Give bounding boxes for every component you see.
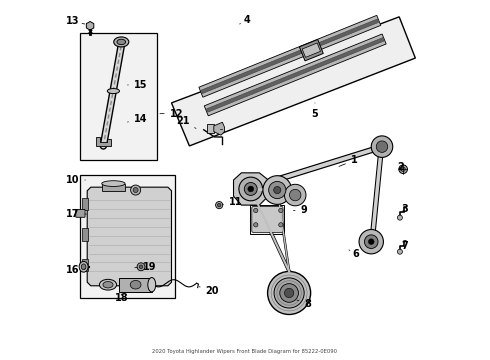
FancyBboxPatch shape <box>76 210 85 217</box>
Text: 16: 16 <box>66 265 85 275</box>
Circle shape <box>371 136 393 157</box>
Polygon shape <box>199 15 381 97</box>
Circle shape <box>280 284 298 302</box>
Circle shape <box>263 176 292 204</box>
Text: 8: 8 <box>297 299 311 309</box>
Ellipse shape <box>102 181 125 186</box>
Circle shape <box>397 215 402 220</box>
Circle shape <box>248 186 254 192</box>
Polygon shape <box>172 17 416 146</box>
Ellipse shape <box>99 279 117 290</box>
Bar <box>101 184 125 192</box>
Circle shape <box>285 184 306 206</box>
Polygon shape <box>96 137 111 146</box>
Ellipse shape <box>148 278 156 292</box>
Polygon shape <box>214 122 224 135</box>
Circle shape <box>254 223 258 227</box>
Text: 13: 13 <box>66 17 85 27</box>
Circle shape <box>239 177 263 201</box>
Circle shape <box>216 202 223 209</box>
Text: 18: 18 <box>115 293 128 303</box>
Text: 6: 6 <box>349 248 359 258</box>
Circle shape <box>285 288 294 298</box>
Text: 2: 2 <box>397 162 404 172</box>
Circle shape <box>401 167 405 171</box>
Circle shape <box>139 265 143 269</box>
Ellipse shape <box>130 280 141 289</box>
Circle shape <box>218 203 221 207</box>
Circle shape <box>269 181 286 199</box>
Polygon shape <box>87 187 172 286</box>
Text: 1: 1 <box>339 155 358 166</box>
Ellipse shape <box>117 39 125 45</box>
Polygon shape <box>204 34 386 116</box>
Circle shape <box>397 249 402 254</box>
Circle shape <box>279 223 283 227</box>
Ellipse shape <box>107 89 120 94</box>
Circle shape <box>133 188 138 193</box>
Circle shape <box>245 183 257 195</box>
Polygon shape <box>299 40 323 61</box>
Bar <box>82 228 88 241</box>
Ellipse shape <box>103 282 113 288</box>
Circle shape <box>399 165 408 174</box>
Circle shape <box>279 208 283 213</box>
Ellipse shape <box>81 264 86 270</box>
Polygon shape <box>206 38 384 112</box>
Text: 11: 11 <box>222 197 243 207</box>
FancyBboxPatch shape <box>252 207 283 232</box>
Text: 21: 21 <box>176 116 196 129</box>
Text: 3: 3 <box>401 204 408 214</box>
Polygon shape <box>234 173 269 205</box>
Text: 17: 17 <box>66 209 87 219</box>
Text: 4: 4 <box>240 15 250 26</box>
Text: 10: 10 <box>66 175 85 185</box>
Bar <box>120 278 152 292</box>
Bar <box>80 175 175 298</box>
Polygon shape <box>86 22 94 30</box>
Circle shape <box>137 263 145 271</box>
Bar <box>250 205 285 234</box>
Circle shape <box>359 229 383 254</box>
Circle shape <box>131 185 141 195</box>
Bar <box>207 125 214 133</box>
Text: 12: 12 <box>160 109 183 119</box>
Polygon shape <box>302 43 320 57</box>
Bar <box>80 33 157 160</box>
Circle shape <box>290 189 301 201</box>
Text: 19: 19 <box>135 262 156 272</box>
Circle shape <box>368 239 374 244</box>
Polygon shape <box>201 19 379 94</box>
Circle shape <box>268 271 311 315</box>
Circle shape <box>365 235 378 248</box>
Text: 2020 Toyota Highlander Wipers Front Blade Diagram for 85222-0E090: 2020 Toyota Highlander Wipers Front Blad… <box>152 349 338 354</box>
Circle shape <box>376 141 388 152</box>
Bar <box>82 259 88 271</box>
Ellipse shape <box>114 37 129 47</box>
Text: 9: 9 <box>294 206 307 216</box>
Bar <box>82 198 88 211</box>
Text: 15: 15 <box>127 80 147 90</box>
Text: 20: 20 <box>199 286 219 296</box>
Circle shape <box>274 186 281 194</box>
Text: 7: 7 <box>401 241 408 251</box>
Text: 14: 14 <box>127 114 147 124</box>
Circle shape <box>254 208 258 213</box>
Circle shape <box>274 278 304 308</box>
Text: 5: 5 <box>312 103 318 119</box>
Ellipse shape <box>79 261 88 272</box>
